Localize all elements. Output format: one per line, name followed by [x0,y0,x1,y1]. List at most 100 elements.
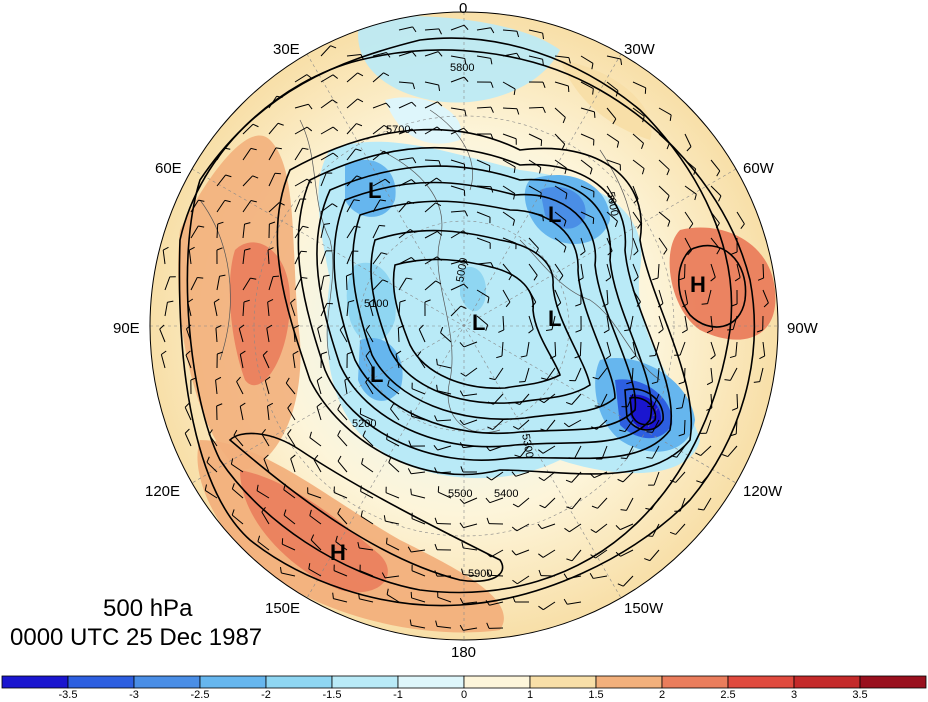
wind-barb-flag [283,483,286,490]
wind-barb-flag [603,329,610,334]
wind-barb-flag [487,297,490,304]
colorbar-swatch [661,675,729,689]
wind-barb [606,159,621,166]
wind-barb [707,289,712,304]
wind-barb [386,594,400,603]
wind-barb-flag [357,98,364,103]
lon-label-0: 0 [459,0,468,17]
wind-barb-flag [512,219,516,226]
wind-barb-flag [678,277,685,281]
wind-barb [463,523,478,529]
wind-barb-flag [542,81,546,88]
wind-barb-flag [244,248,251,251]
wind-barb-flag [541,377,548,380]
wind-barb [208,434,218,447]
wind-barb [184,433,192,447]
wind-barb-flag [490,133,494,140]
wind-barb-flag [348,300,355,303]
colorbar-swatch [199,675,267,689]
wind-barb [595,523,608,533]
wind-barb [606,263,612,278]
colorbar-swatch [331,675,399,689]
wind-barb [710,185,722,197]
wind-barb-flag [485,599,490,606]
wind-barb-flag [508,274,513,281]
wind-barb [684,315,688,330]
wind-barb-flag [486,517,490,524]
wind-barb [424,81,439,86]
wind-barb [242,148,252,161]
wind-barb [216,223,219,239]
wind-barb-flag [485,497,491,504]
wind-barb-flag [323,274,330,277]
wind-barb-flag [706,407,713,411]
wind-barb-flag [563,598,568,605]
wind-barb [215,328,218,343]
wind-barb [387,385,400,395]
wind-barb-flag [266,324,273,329]
wind-barb-flag [549,355,556,359]
wind-barb [710,211,720,224]
wind-barb [360,516,374,525]
wind-barb [316,406,322,421]
wind-barb [368,302,374,317]
colorbar-swatch [1,675,69,689]
wind-barb [437,390,452,395]
wind-barb-flag [407,468,412,474]
wind-barb [372,124,385,135]
wind-barb [287,407,296,421]
wind-barb-flag [617,583,624,587]
wind-barb-flag [434,415,438,422]
wind-barb [346,302,349,317]
wind-barb [282,543,296,551]
wind-barb [188,250,192,265]
wind-barb [346,175,358,187]
wind-barb-flag [459,624,464,631]
wind-barb-flag [354,225,361,228]
wind-barb [436,419,452,422]
wind-barb [626,497,634,511]
wind-barb-flag [244,222,251,225]
wind-barb [398,179,412,187]
contour-label: 5500 [448,488,473,500]
wind-barb [320,99,333,109]
wind-barb-flag [538,399,545,404]
wind-barb-flag [716,248,721,255]
wind-barb-flag [490,27,495,34]
wind-barb [502,52,517,57]
wind-barb [162,250,166,265]
wind-barb [476,315,489,326]
wind-barb-flag [464,259,469,266]
wind-barb [346,123,357,135]
wind-barb [489,497,504,504]
wind-barb [333,598,348,603]
wind-barb-flag [615,525,621,530]
colorbar-tick-label: 0 [460,689,468,701]
wind-barb-flag [670,455,677,458]
wind-barb [290,458,296,473]
wind-barb-flag [734,277,741,282]
wind-barb [683,419,686,435]
wind-barb [476,159,490,167]
wind-barb [463,547,478,551]
wind-barb [294,147,303,161]
wind-barb-flag [678,381,685,385]
wind-barb [574,445,582,459]
wind-barb [262,355,270,369]
colorbar-tick-label: 1 [526,689,534,701]
wind-barb-flag [292,350,299,355]
wind-barb [675,471,686,483]
wind-barb [595,549,608,559]
wind-barb [759,367,764,382]
wind-barb [385,520,400,525]
wind-barb [398,51,413,57]
wind-barb-flag [460,305,467,309]
wind-barb [281,572,296,577]
wind-barb [736,211,745,225]
wind-barb-flag [250,199,257,203]
wind-barb [320,203,333,213]
colorbar-tick-label: 3.5 [852,689,868,701]
wind-barb [652,393,660,407]
wind-barb [606,341,612,356]
wind-barb [206,461,218,473]
